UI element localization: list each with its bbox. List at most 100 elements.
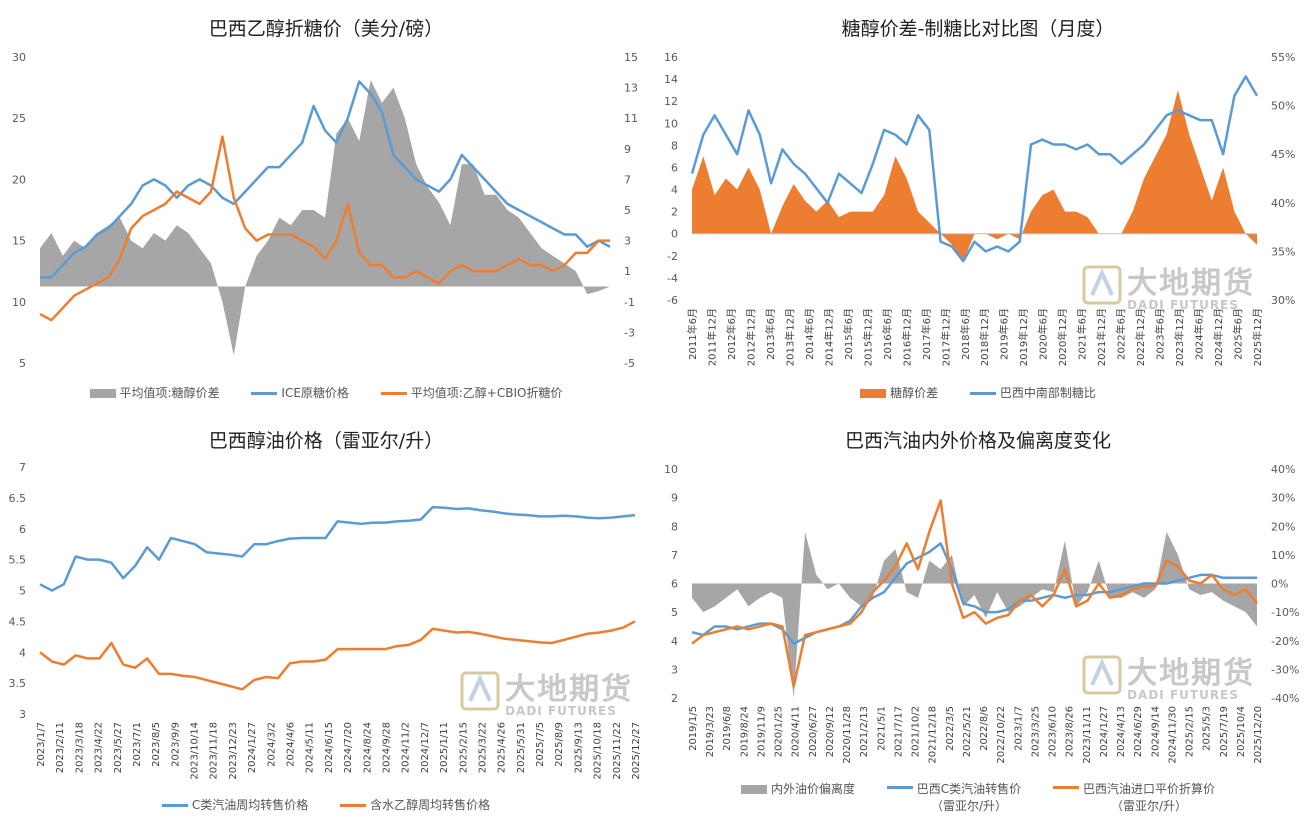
y-tick-label: -6 bbox=[667, 294, 678, 307]
y-tick-label: 3 bbox=[671, 663, 678, 676]
x-tick-label: 2017年12月 bbox=[939, 308, 952, 366]
y-tick-label: 30 bbox=[12, 51, 26, 64]
x-tick-label: 2024年12月 bbox=[1212, 308, 1225, 366]
y-tick-label: 3.5 bbox=[9, 677, 27, 690]
legend-item: 巴西汽油进口平价折算价 （雷亚尔/升） bbox=[1053, 780, 1215, 814]
y-tick-label: 9 bbox=[671, 492, 678, 505]
y-tick-label: 2 bbox=[671, 206, 678, 219]
watermark-icon bbox=[1082, 265, 1122, 305]
watermark-subtext: DADI FUTURES bbox=[1127, 688, 1239, 702]
y-tick-label: 20 bbox=[12, 173, 26, 186]
x-tick-label: 2023/7/1 bbox=[132, 722, 143, 767]
x-tick-label: 2019/11/9 bbox=[756, 706, 767, 757]
x-tick-label: 2025/8/9 bbox=[554, 722, 565, 767]
y-tick-label: 5 bbox=[19, 585, 26, 598]
y2-tick-label: 45% bbox=[1271, 148, 1295, 161]
y2-tick-label: -30% bbox=[1271, 663, 1299, 676]
legend-label: 平均值项:乙醇+CBIO折糖价 bbox=[410, 386, 563, 400]
x-tick-label: 2023/4/22 bbox=[94, 722, 105, 773]
x-tick-label: 2025/7/19 bbox=[1219, 706, 1230, 757]
x-tick-label: 2025/2/15 bbox=[458, 722, 469, 773]
x-tick-label: 2014年6月 bbox=[803, 308, 816, 360]
watermark-icon bbox=[1082, 655, 1122, 695]
y2-tick-label: 1 bbox=[624, 265, 631, 278]
x-tick-label: 2025/7/5 bbox=[535, 722, 546, 767]
y-tick-label: 14 bbox=[664, 73, 678, 86]
y2-tick-label: 3 bbox=[624, 235, 631, 248]
y2-tick-label: 30% bbox=[1271, 294, 1295, 307]
x-tick-label: 2021/10/2 bbox=[911, 706, 922, 757]
x-tick-label: 2020/11/28 bbox=[842, 706, 853, 764]
x-tick-label: 2020/9/12 bbox=[825, 706, 836, 757]
legend-item: 糖醇价差 bbox=[860, 384, 938, 401]
x-tick-label: 2022/8/6 bbox=[979, 706, 990, 751]
legend-label: ICE原糖价格 bbox=[281, 386, 349, 400]
x-tick-label: 2023/3/25 bbox=[1030, 706, 1041, 757]
y-tick-label: 4 bbox=[19, 646, 26, 659]
x-tick-label: 2012年6月 bbox=[725, 308, 738, 360]
x-tick-label: 2024/4/6 bbox=[286, 722, 297, 767]
x-tick-label: 2024/12/7 bbox=[420, 722, 431, 773]
x-tick-label: 2021/2/13 bbox=[859, 706, 870, 757]
x-tick-label: 2024年6月 bbox=[1193, 308, 1206, 360]
legend-label: 内外油价偏离度 bbox=[770, 782, 855, 796]
x-tick-label: 2024/6/29 bbox=[1133, 706, 1144, 757]
y2-tick-label: 40% bbox=[1271, 463, 1295, 476]
legend-item: 含水乙醇周均转售价格 bbox=[340, 796, 490, 813]
y2-tick-label: 7 bbox=[624, 173, 631, 186]
y-tick-label: 4.5 bbox=[9, 615, 27, 628]
chart-panel-3: 巴西醇油价格（雷亚尔/升） 3 3.5 4 4.5 5 5.5 6 6.5 7 2023/1/7 2… bbox=[0, 412, 652, 825]
y2-tick-label: -1 bbox=[624, 296, 635, 309]
x-tick-label: 2023/5/27 bbox=[113, 722, 124, 773]
y-tick-label: 8 bbox=[671, 520, 678, 533]
x-tick-label: 2011年12月 bbox=[705, 308, 718, 366]
legend-label: C类汽油周均转售价格 bbox=[191, 798, 309, 812]
x-tick-label: 2025年12月 bbox=[1251, 308, 1264, 366]
y-tick-label: 7 bbox=[671, 549, 678, 562]
x-tick-label: 2023/10/14 bbox=[190, 722, 201, 780]
x-tick-label: 2025/3/22 bbox=[477, 722, 488, 773]
y-tick-label: 16 bbox=[664, 51, 678, 64]
x-tick-label: 2024/9/28 bbox=[381, 722, 392, 773]
y-tick-label: 8 bbox=[671, 139, 678, 152]
y-tick-label: 4 bbox=[671, 635, 678, 648]
chart-title-1: 巴西乙醇折糖价（美分/磅） bbox=[208, 18, 444, 40]
watermark-logo: 大地期货 DADI FUTURES bbox=[1082, 648, 1255, 702]
x-tick-label: 2023/8/26 bbox=[1065, 706, 1076, 757]
legend-label: 巴西汽油进口平价折算价 （雷亚尔/升） bbox=[1083, 782, 1216, 813]
watermark-text: 大地期货 bbox=[505, 672, 634, 707]
x-tick-label: 2018年12月 bbox=[978, 308, 991, 366]
y2-tick-label: 5 bbox=[624, 204, 631, 217]
x-tick-label: 2015年12月 bbox=[861, 308, 874, 366]
legend-item: 巴西C类汽油转售价 （雷亚尔/升） bbox=[886, 780, 1021, 814]
x-tick-label: 2025/10/4 bbox=[1236, 706, 1247, 757]
chart-legend-1: 平均值项:糖醇价差 ICE原糖价格 平均值项:乙醇+CBIO折糖价 bbox=[0, 384, 652, 401]
x-tick-label: 2023/3/18 bbox=[74, 722, 85, 773]
x-tick-label: 2019/6/8 bbox=[722, 706, 733, 751]
x-tick-label: 2025/11/22 bbox=[612, 722, 623, 780]
y2-tick-label: 13 bbox=[624, 82, 638, 95]
legend-label: 糖醇价差 bbox=[890, 386, 939, 400]
y-tick-label: 5.5 bbox=[9, 554, 27, 567]
chart-plot-2: -6 -4 -2 0 2 4 6 8 10 12 14 16 30% 35% 40% 45% 50% 55% 201… bbox=[664, 51, 1295, 366]
chart-plot-4: 2 3 4 5 6 7 8 9 10 -40% -30% -20% -10% 0% 10% 20% 30% 40%… bbox=[664, 463, 1299, 764]
y-tick-label: 7 bbox=[19, 461, 26, 474]
x-tick-label: 2024/11/2 bbox=[401, 722, 412, 773]
x-tick-label: 2025/2/15 bbox=[1185, 706, 1196, 757]
x-tick-label: 2019/8/24 bbox=[739, 706, 750, 757]
y-tick-label: 6 bbox=[671, 161, 678, 174]
y-tick-label: 6 bbox=[671, 578, 678, 591]
x-tick-label: 2024/9/14 bbox=[1150, 706, 1161, 757]
x-tick-label: 2019年12月 bbox=[1017, 308, 1030, 366]
y-tick-label: 2 bbox=[671, 692, 678, 705]
y-tick-label: 15 bbox=[12, 235, 26, 248]
legend-label: 含水乙醇周均转售价格 bbox=[370, 798, 491, 812]
x-tick-label: 2024/1/27 bbox=[1099, 706, 1110, 757]
x-tick-label: 2018年6月 bbox=[959, 308, 972, 360]
x-tick-label: 2023/1/7 bbox=[36, 722, 47, 767]
area-series-0 bbox=[40, 79, 610, 356]
legend-label: 巴西中南部制糖比 bbox=[999, 386, 1096, 400]
x-tick-label: 2011年6月 bbox=[686, 308, 699, 360]
y2-tick-label: -5 bbox=[624, 357, 635, 370]
chart-panel-4: 巴西汽油内外价格及偏离度变化 2 3 4 5 6 7 8 9 10 -40% -30% -20% -10… bbox=[652, 412, 1304, 825]
